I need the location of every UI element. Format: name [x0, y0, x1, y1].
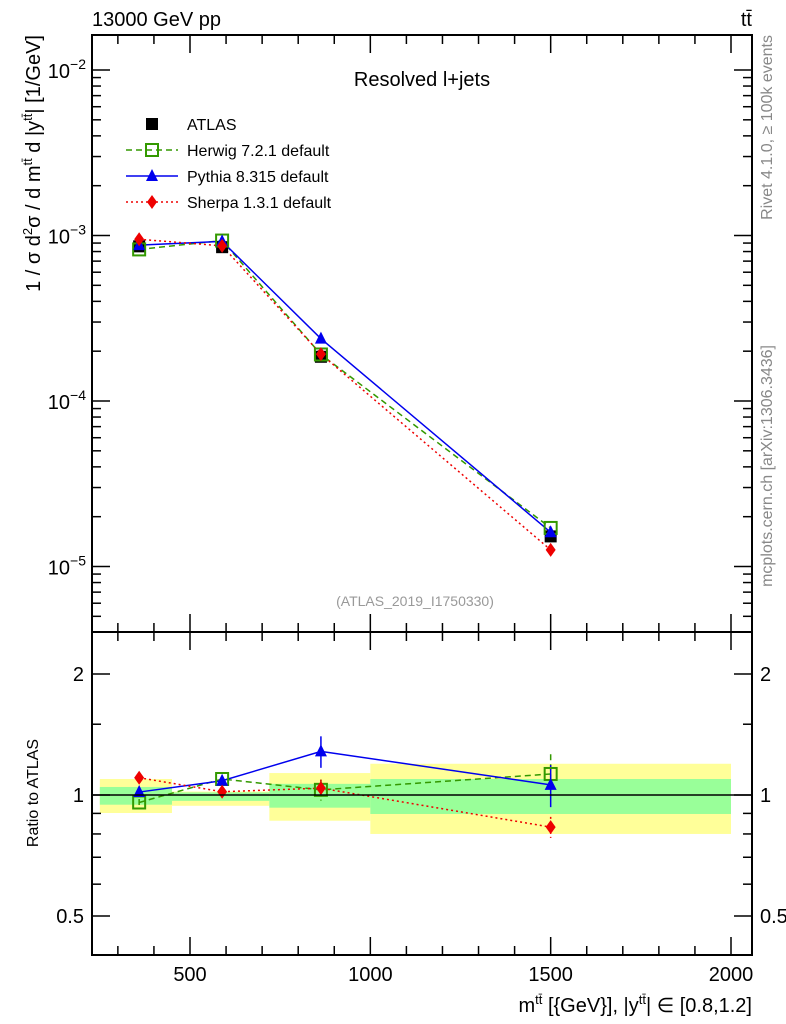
main-line-sherpa: [139, 238, 552, 551]
ratio-point-pythia: [544, 777, 557, 790]
legend-marker-atlas: [146, 118, 158, 130]
x-tick-label: 1000: [348, 964, 393, 986]
main-line-pythia: [139, 240, 552, 533]
ratio-point-pythia: [314, 744, 327, 757]
main-point-pythia: [544, 525, 557, 538]
ratio-point-sherpa: [134, 770, 145, 785]
legend-marker-sherpa: [147, 195, 157, 209]
legend-marker-herwig: [145, 143, 159, 157]
y-tick-label: 10−4: [48, 387, 86, 414]
main-point-sherpa: [315, 347, 326, 362]
x-tick-label: 1500: [528, 964, 573, 986]
ratio-uncertainty-bands: [99, 763, 731, 834]
legend: ATLAS Herwig 7.2.1 default Pythia 8.315 de…: [126, 117, 332, 212]
ratio-y-tick-label-right: 2: [760, 664, 771, 686]
ratio-line-pythia: [139, 750, 551, 793]
ratio-point-pythia: [216, 773, 229, 786]
x-tick-label: 500: [173, 964, 206, 986]
header-left: 13000 GeV pp: [92, 9, 221, 31]
ratio-panel-frame: [91, 631, 753, 956]
main-point-sherpa: [545, 542, 556, 557]
ratio-y-tick-label: 0.5: [56, 906, 84, 928]
ratio-y-tick-label: 2: [73, 664, 84, 686]
ratio-point-sherpa: [545, 820, 556, 835]
main-point-pythia: [314, 331, 327, 344]
ratio-y-tick-label-right: 1: [760, 785, 771, 807]
x-axis-label: mtt̄​ [{GeV}], |ytt̄​| ∈ [0.8,1.2]: [518, 992, 752, 1017]
chart-title: Resolved l+jets: [354, 69, 490, 91]
mcplots-reference: mcplots.cern.ch [arXiv:1306.3436]: [759, 345, 776, 587]
main-line-herwig: [139, 239, 552, 529]
axis-ticks: [92, 35, 752, 956]
main-point-sherpa: [134, 232, 145, 247]
header-right: tt̄: [741, 9, 753, 31]
ratio-line-herwig: [138, 773, 551, 804]
ratio-point-sherpa: [315, 781, 326, 796]
y-tick-label: 10−2: [48, 56, 86, 83]
ratio-y-tick-label: 1: [73, 785, 84, 807]
legend-label-pythia: Pythia 8.315 default: [187, 169, 329, 186]
legend-label-atlas: ATLAS: [187, 117, 237, 134]
ratio-point-pythia: [133, 785, 146, 798]
y-axis-label: 1 / σ d2​σ / d mtt̄​ d |ytt̄​| [1/GeV]: [20, 35, 45, 292]
legend-marker-pythia: [146, 169, 158, 181]
y-tick-label: 10−5: [48, 553, 86, 580]
series-lines: [138, 238, 552, 838]
main-point-sherpa: [217, 238, 228, 253]
data-markers: [132, 232, 558, 835]
ratio-y-axis-label: Ratio to ATLAS: [25, 739, 42, 847]
x-tick-label: 2000: [709, 964, 754, 986]
watermark: (ATLAS_2019_I1750330): [336, 593, 494, 609]
y-tick-label: 10−3: [48, 222, 86, 249]
legend-label-herwig: Herwig 7.2.1 default: [187, 143, 330, 160]
legend-label-sherpa: Sherpa 1.3.1 default: [187, 195, 332, 212]
ratio-y-tick-label-right: 0.5: [760, 906, 786, 928]
rivet-version-note: Rivet 4.1.0, ≥ 100k events: [759, 35, 776, 220]
text-layer: 10−2 10−3 10−4 10−5 500 1000 1500 2000 2 2 1 1 0.5 0.…: [20, 9, 786, 1017]
